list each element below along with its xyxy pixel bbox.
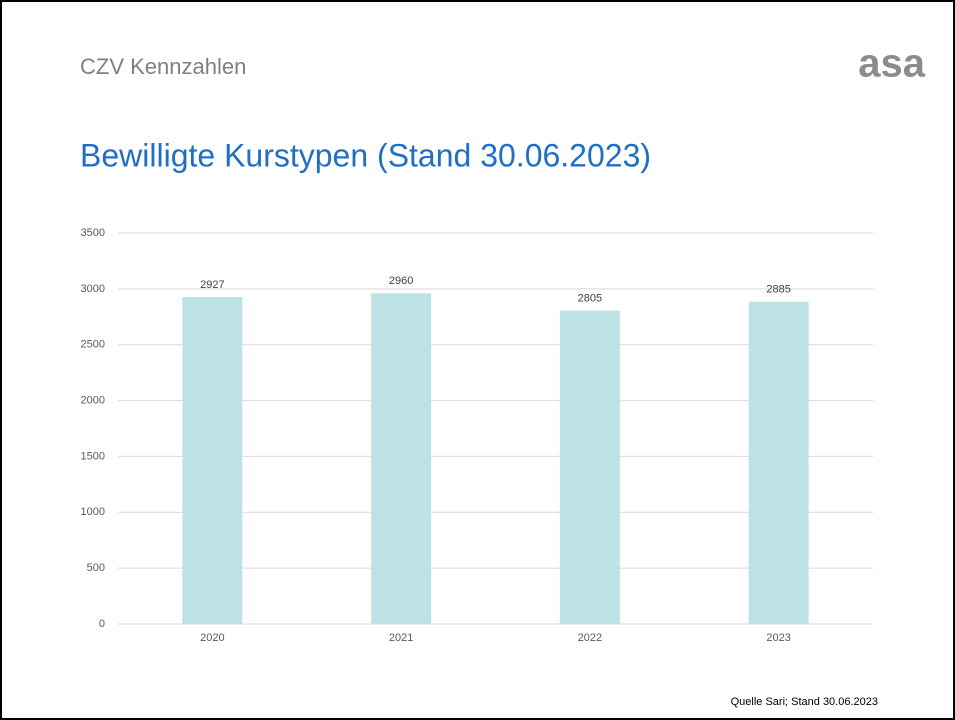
y-tick-label: 2000 [81, 394, 105, 406]
y-tick-label: 1000 [81, 506, 105, 518]
y-tick-label: 2500 [81, 339, 105, 351]
bar [748, 301, 809, 624]
bar [559, 310, 620, 624]
section-header: CZV Kennzahlen [80, 54, 246, 79]
logo: asa [858, 42, 925, 86]
source-note: Quelle Sari; Stand 30.06.2023 [731, 696, 878, 708]
y-tick-label: 3000 [81, 283, 105, 295]
value-label: 2805 [578, 293, 602, 305]
y-tick-label: 0 [99, 618, 105, 630]
x-tick-label: 2020 [200, 632, 224, 644]
y-tick-label: 3500 [81, 227, 105, 239]
value-label: 2960 [389, 275, 413, 287]
value-label: 2885 [766, 284, 790, 296]
bar [182, 297, 243, 624]
y-tick-label: 500 [87, 562, 105, 574]
slide-title: Bewilligte Kurstypen (Stand 30.06.2023) [80, 137, 651, 173]
bar [371, 293, 432, 624]
value-label: 2927 [200, 279, 224, 291]
y-tick-label: 1500 [81, 450, 105, 462]
x-tick-label: 2022 [578, 632, 602, 644]
x-tick-label: 2023 [766, 632, 790, 644]
x-tick-label: 2021 [389, 632, 413, 644]
